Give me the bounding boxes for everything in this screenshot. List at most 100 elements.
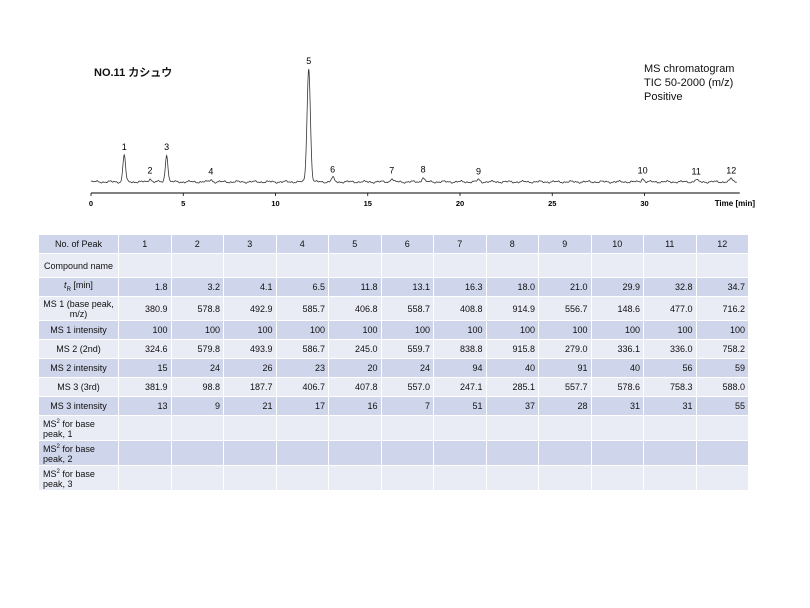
table-cell-ms2bp2-11 <box>643 440 697 466</box>
table-cell-ms3_int-11: 31 <box>643 396 697 416</box>
table-cell-ms2_int-12: 59 <box>695 358 749 378</box>
peak-label: 8 <box>421 164 426 174</box>
table-cell-compound-3 <box>223 253 277 278</box>
table-cell-ms2-6: 559.7 <box>380 339 434 359</box>
table-cell-ms2_int-8: 40 <box>485 358 539 378</box>
table-cell-ms2-7: 838.8 <box>433 339 487 359</box>
table-cell-ms3-12: 588.0 <box>695 377 749 397</box>
table-cell-ms3-7: 247.1 <box>433 377 487 397</box>
table-cell-ms1_int-10: 100 <box>590 320 644 340</box>
table-cell-ms2bp1-3 <box>223 415 277 441</box>
table-cell-ms1-11: 477.0 <box>643 296 697 321</box>
ms2-base-3-text: for base peak, 3 <box>43 469 95 489</box>
table-cell-ms3_int-3: 21 <box>223 396 277 416</box>
table-cell-ms3_int-5: 16 <box>328 396 382 416</box>
table-cell-ms2-9: 279.0 <box>538 339 592 359</box>
table-cell-compound-4 <box>275 253 329 278</box>
table-cell-ms3_int-4: 17 <box>275 396 329 416</box>
table-cell-rt-9: 21.0 <box>538 277 592 297</box>
table-cell-ms3-8: 285.1 <box>485 377 539 397</box>
table-cell-ms1_int-6: 100 <box>380 320 434 340</box>
row-header-ms1: MS 1 (base peak, m/z) <box>38 296 119 321</box>
table-cell-ms1-3: 492.9 <box>223 296 277 321</box>
table-cell-ms3_int-2: 9 <box>170 396 224 416</box>
table-row-ms1-intensity: MS 1 intensity 100 100 100 100 100 100 100 100 1… <box>38 320 749 340</box>
x-tick-label: 15 <box>364 199 372 208</box>
table-cell-ms2bp3-11 <box>643 465 697 491</box>
table-cell-ms2bp2-8 <box>485 440 539 466</box>
table-cell-ms3_int-9: 28 <box>538 396 592 416</box>
table-row-ms2-intensity: MS 2 intensity 15 24 26 23 20 24 94 40 91 40 56 59 <box>38 358 749 378</box>
table-cell-ms2-5: 245.0 <box>328 339 382 359</box>
peak-label: 11 <box>691 167 700 177</box>
x-tick-label: 5 <box>181 199 185 208</box>
x-axis-title: Time [min] <box>715 199 756 208</box>
row-header-ms3: MS 3 (3rd) <box>38 377 119 397</box>
table-cell-ms1-12: 716.2 <box>695 296 749 321</box>
x-tick-label: 30 <box>640 199 648 208</box>
x-tick-label: 20 <box>456 199 464 208</box>
table-cell-compound-7 <box>433 253 487 278</box>
ms-info-line-2: TIC 50-2000 (m/z) <box>644 77 734 89</box>
table-cell-ms2bp2-3 <box>223 440 277 466</box>
table-cell-rt-1: 1.8 <box>118 277 172 297</box>
ms2-superscript: 2 <box>56 469 60 475</box>
sample-title: NO.11 カシュウ <box>94 67 173 79</box>
table-cell-ms2bp3-7 <box>433 465 487 491</box>
table-cell-ms2_int-3: 26 <box>223 358 277 378</box>
table-cell-peaks-9: 9 <box>538 234 592 254</box>
table-cell-peaks-3: 3 <box>223 234 277 254</box>
table-row-ms2: MS 2 (2nd) 324.6 579.8 493.9 586.7 245.0 559.… <box>38 339 749 359</box>
table-cell-ms2bp1-6 <box>380 415 434 441</box>
x-tick-label: 25 <box>548 199 556 208</box>
ms2-superscript: 2 <box>56 444 60 450</box>
table-cell-ms2bp1-8 <box>485 415 539 441</box>
table-cell-ms2_int-5: 20 <box>328 358 382 378</box>
table-cell-ms2_int-10: 40 <box>590 358 644 378</box>
table-cell-ms2bp2-7 <box>433 440 487 466</box>
ms2-symbol: MS <box>43 444 57 454</box>
table-cell-peaks-11: 11 <box>643 234 697 254</box>
table-cell-ms1-7: 408.8 <box>433 296 487 321</box>
table-cell-peaks-8: 8 <box>485 234 539 254</box>
table-cell-ms1_int-11: 100 <box>643 320 697 340</box>
table-cell-ms3-4: 406.7 <box>275 377 329 397</box>
peak-label: 9 <box>476 167 481 177</box>
table-cell-compound-1 <box>118 253 172 278</box>
table-cell-ms2-12: 758.2 <box>695 339 749 359</box>
table-cell-rt-8: 18.0 <box>485 277 539 297</box>
table-cell-ms2bp2-6 <box>380 440 434 466</box>
table-cell-ms3-11: 758.3 <box>643 377 697 397</box>
table-cell-ms1-10: 148.6 <box>590 296 644 321</box>
table-cell-ms1-2: 578.8 <box>170 296 224 321</box>
table-cell-ms2_int-6: 24 <box>380 358 434 378</box>
table-cell-compound-6 <box>380 253 434 278</box>
table-cell-ms2_int-9: 91 <box>538 358 592 378</box>
table-cell-compound-5 <box>328 253 382 278</box>
table-cell-ms1-6: 558.7 <box>380 296 434 321</box>
table-cell-ms2bp1-9 <box>538 415 592 441</box>
peak-label: 2 <box>148 166 153 176</box>
table-cell-ms1_int-5: 100 <box>328 320 382 340</box>
table-cell-ms2bp3-8 <box>485 465 539 491</box>
table-cell-ms2_int-7: 94 <box>433 358 487 378</box>
table-cell-compound-8 <box>485 253 539 278</box>
row-header-compound: Compound name <box>38 253 119 278</box>
peak-label: 6 <box>330 164 335 174</box>
table-cell-ms3-3: 187.7 <box>223 377 277 397</box>
peak-label: 12 <box>726 166 736 176</box>
table-cell-ms2_int-11: 56 <box>643 358 697 378</box>
table-cell-compound-9 <box>538 253 592 278</box>
table-cell-peaks-1: 1 <box>118 234 172 254</box>
x-tick-label: 10 <box>271 199 279 208</box>
ms-info: MS chromatogram TIC 50-2000 (m/z) Positi… <box>644 62 734 104</box>
table-cell-ms1-4: 585.7 <box>275 296 329 321</box>
table-cell-rt-4: 6.5 <box>275 277 329 297</box>
table-cell-ms2bp3-6 <box>380 465 434 491</box>
table-cell-ms2bp1-12 <box>695 415 749 441</box>
table-cell-peaks-12: 12 <box>695 234 749 254</box>
table-row-rt: tR [min] 1.8 3.2 4.1 6.5 11.8 13.1 16.3 18.0 21.… <box>38 277 749 297</box>
table-cell-ms2-1: 324.6 <box>118 339 172 359</box>
table-cell-ms2bp1-10 <box>590 415 644 441</box>
